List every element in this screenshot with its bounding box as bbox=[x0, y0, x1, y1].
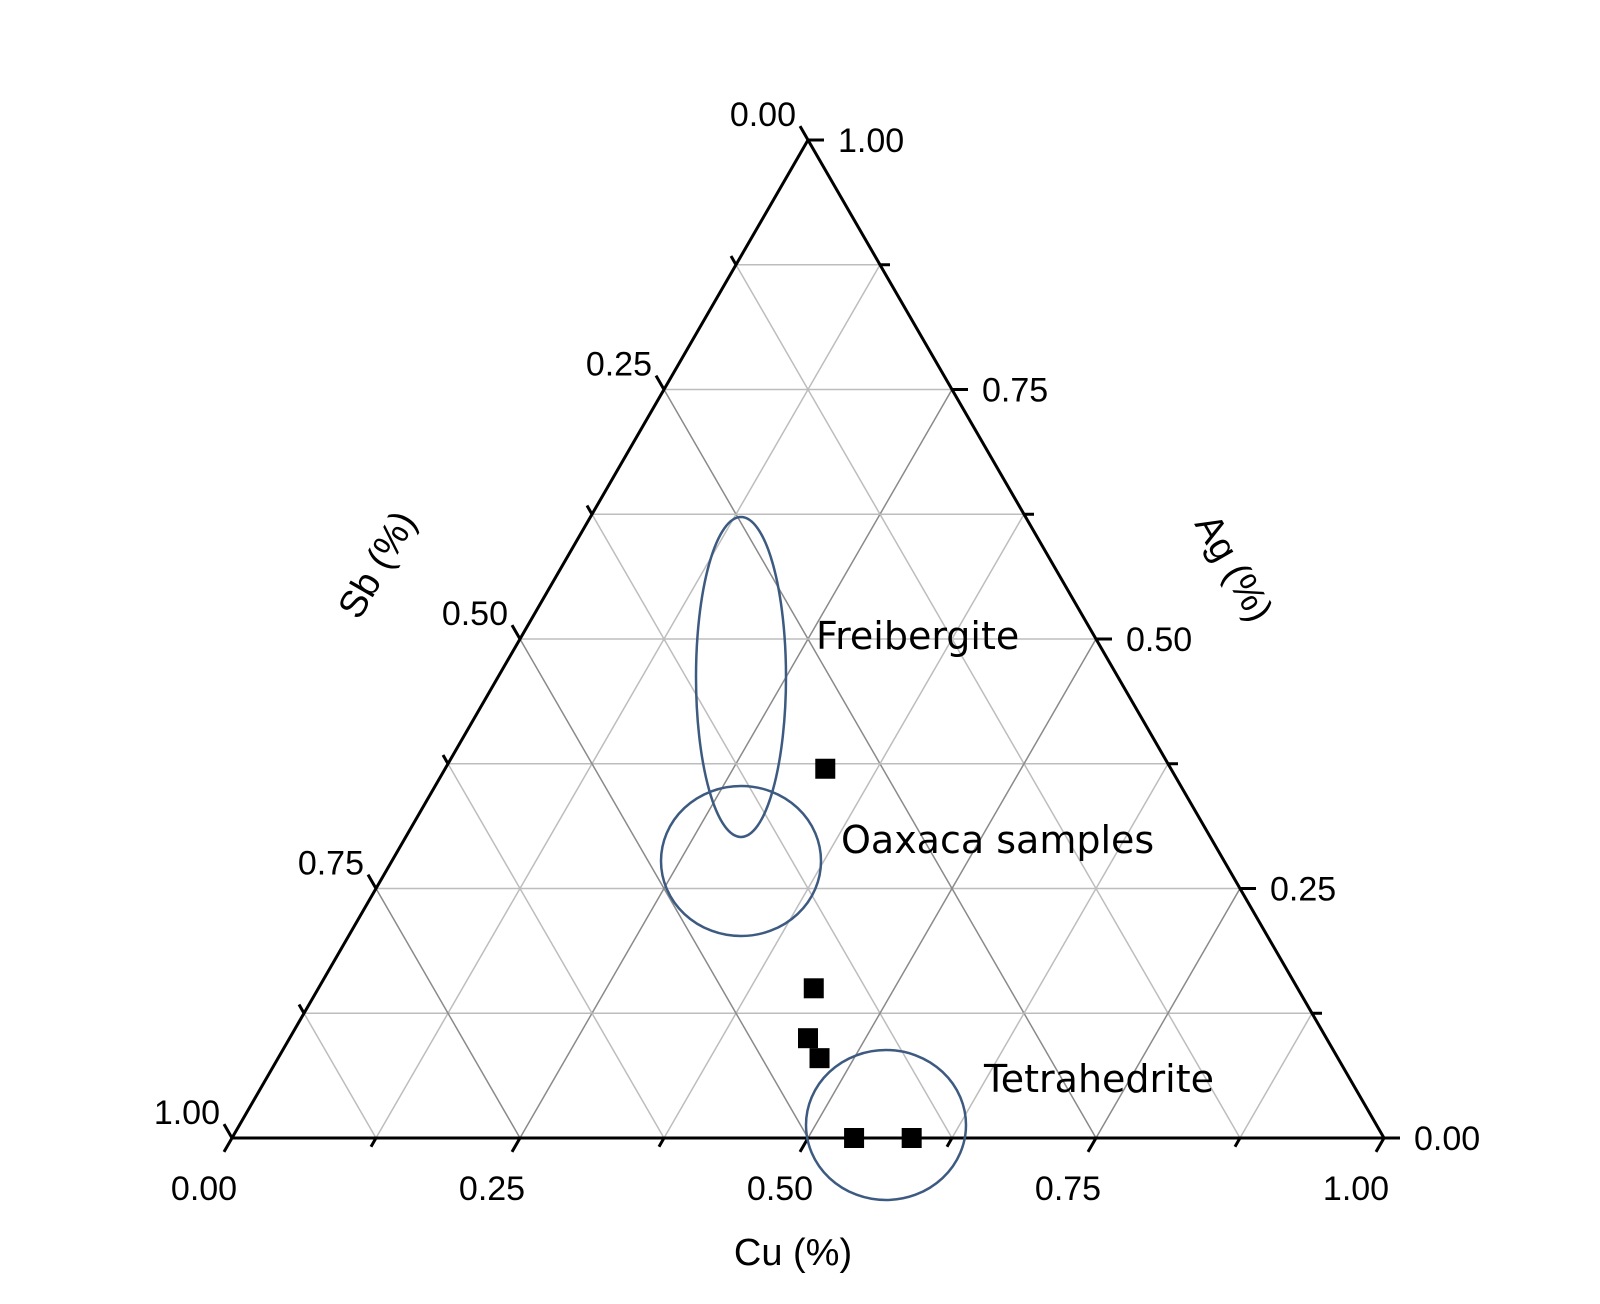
tick-bottom bbox=[945, 1137, 954, 1148]
tick-left bbox=[729, 255, 738, 266]
grid-line-sb bbox=[735, 264, 1241, 1139]
tick-label-left: 0.50 bbox=[442, 595, 508, 633]
tick-label-bottom: 0.00 bbox=[171, 1170, 237, 1208]
tetrahedrite-ellipse bbox=[804, 1048, 968, 1202]
grid-line-sb bbox=[447, 763, 665, 1139]
data-point bbox=[901, 1128, 922, 1148]
grid-line-cu bbox=[663, 513, 1025, 1139]
tick-label-left: 0.75 bbox=[298, 845, 364, 883]
tick-label-bottom: 1.00 bbox=[1323, 1170, 1389, 1208]
annotation-oaxaca-samples: Oaxaca samples bbox=[841, 818, 1154, 862]
tick-label-left: 0.25 bbox=[586, 346, 652, 384]
data-points bbox=[798, 758, 922, 1148]
group-markers bbox=[659, 515, 968, 1202]
tick-label-right: 0.50 bbox=[1126, 621, 1192, 659]
tick-label-bottom: 0.25 bbox=[459, 1170, 525, 1208]
grid-line-sb bbox=[303, 1012, 377, 1139]
grid-line-cu bbox=[375, 264, 881, 1139]
tick-bottom bbox=[369, 1137, 378, 1148]
tick-label-right: 0.75 bbox=[982, 372, 1048, 410]
tick-left bbox=[222, 1123, 234, 1139]
tick-label-right: 0.00 bbox=[1414, 1120, 1480, 1158]
tick-label-left: 0.00 bbox=[730, 96, 796, 134]
data-point bbox=[844, 1128, 865, 1148]
tick-label-bottom: 0.50 bbox=[747, 1170, 813, 1208]
annotation-freibergite: Freibergite bbox=[816, 614, 1019, 658]
annotation-tetrahedrite: Tetrahedrite bbox=[983, 1057, 1214, 1101]
tick-bottom bbox=[1374, 1137, 1386, 1153]
tick-left bbox=[798, 125, 810, 141]
tick-left bbox=[441, 754, 450, 765]
data-point bbox=[803, 978, 824, 999]
tick-bottom bbox=[1086, 1137, 1098, 1153]
data-point bbox=[815, 758, 836, 779]
grid-line-sb bbox=[519, 638, 809, 1139]
tick-bottom bbox=[510, 1137, 522, 1153]
data-point bbox=[798, 1028, 818, 1049]
data-point bbox=[809, 1048, 830, 1069]
tick-label-right: 0.25 bbox=[1270, 871, 1336, 909]
tick-left bbox=[585, 504, 594, 515]
grid-line-cu bbox=[1239, 1012, 1313, 1139]
freibergite-ellipse bbox=[694, 515, 788, 839]
tick-bottom bbox=[222, 1137, 234, 1153]
oaxaca-ellipse bbox=[659, 784, 823, 938]
tick-left bbox=[366, 873, 378, 890]
tick-left bbox=[510, 624, 522, 640]
ticks: 0.00 0.25 0.50 0.75 1.00 0.00 0.25 0.50 0.75 1.00… bbox=[154, 96, 1480, 1208]
tick-label-bottom: 0.75 bbox=[1035, 1170, 1101, 1208]
tick-bottom bbox=[657, 1137, 666, 1148]
axis-title-right: Ag (%) bbox=[1186, 507, 1280, 629]
grid-line-cu bbox=[1095, 888, 1241, 1139]
axis-title-bottom: Cu (%) bbox=[734, 1232, 852, 1274]
axis-title-left: Sb (%) bbox=[330, 504, 424, 626]
grid-line-sb bbox=[591, 513, 953, 1139]
grid-line-cu bbox=[951, 763, 1169, 1139]
grid bbox=[303, 264, 1313, 1139]
tick-label-left: 1.00 bbox=[154, 1094, 220, 1132]
tick-left bbox=[654, 374, 666, 391]
tick-bottom bbox=[1233, 1137, 1242, 1148]
tick-label-right: 1.00 bbox=[838, 122, 904, 160]
grid-line-sb bbox=[375, 888, 521, 1139]
tick-left bbox=[297, 1003, 306, 1014]
